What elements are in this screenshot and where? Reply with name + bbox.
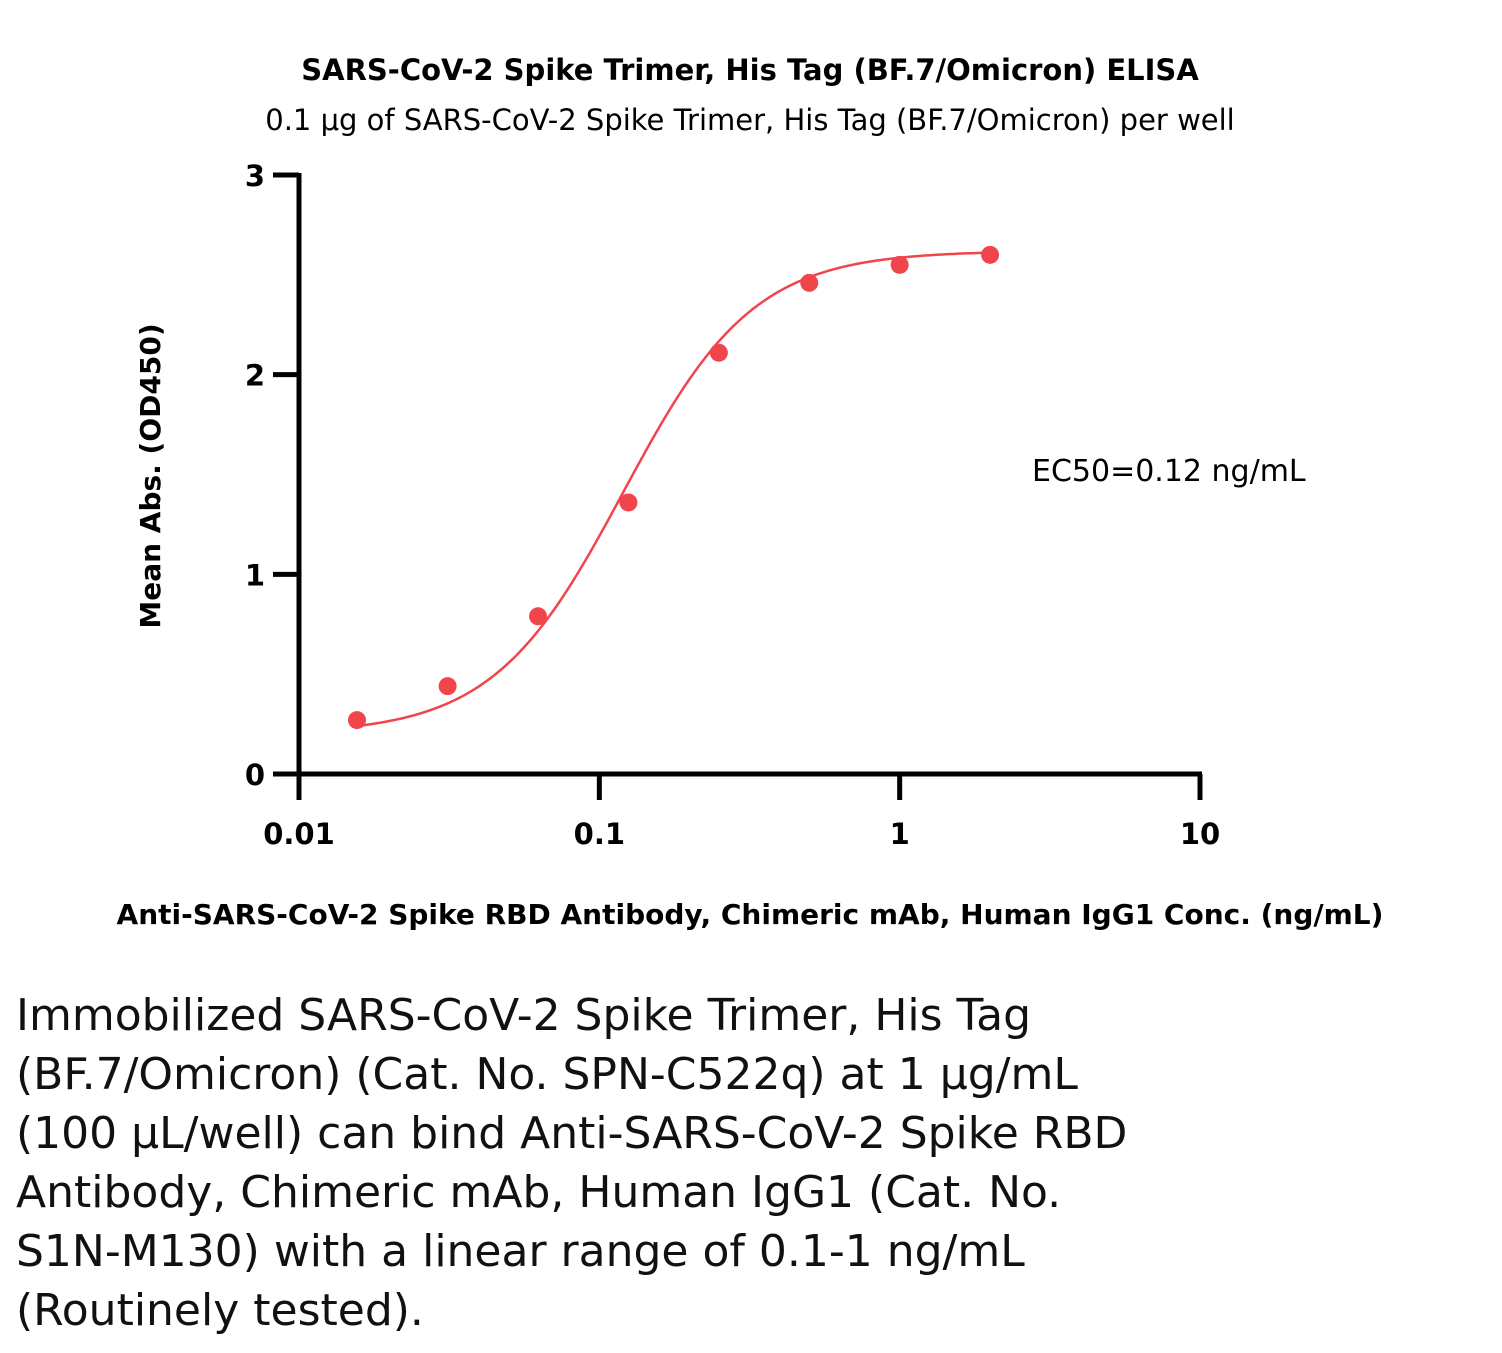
fit-curve [356, 251, 991, 728]
data-point [709, 343, 728, 362]
chart-title: SARS-CoV-2 Spike Trimer, His Tag (BF.7/O… [301, 53, 1199, 87]
axes [296, 173, 1202, 777]
y-axis-label: Mean Abs. (OD450) [134, 323, 167, 628]
data-point [619, 493, 638, 512]
data-point [800, 273, 819, 292]
chart: SARS-CoV-2 Spike Trimer, His Tag (BF.7/O… [117, 53, 1384, 931]
ec50-annotation: EC50=0.12 ng/mL [1032, 454, 1306, 489]
y-tick-label: 2 [245, 359, 265, 393]
x-tick-label: 10 [1180, 817, 1220, 851]
y-tick-label: 1 [245, 558, 265, 592]
x-tick-label: 0.1 [574, 817, 625, 851]
y-tick-label: 0 [245, 758, 265, 792]
data-point [890, 255, 909, 274]
data-point [981, 245, 1000, 264]
chart-subtitle: 0.1 μg of SARS-CoV-2 Spike Trimer, His T… [265, 103, 1235, 137]
data-point [348, 711, 367, 730]
figure-caption: Immobilized SARS-CoV-2 Spike Trimer, His… [16, 990, 1128, 1336]
x-tick-label: 0.01 [263, 817, 335, 851]
ticks: 0 1 2 3 0.01 0.1 1 10 [245, 159, 1220, 851]
y-tick-label: 3 [245, 159, 265, 193]
data-point [529, 607, 548, 626]
data-points [348, 245, 1000, 730]
x-tick-label: 1 [890, 817, 910, 851]
x-axis-label: Anti-SARS-CoV-2 Spike RBD Antibody, Chim… [117, 898, 1384, 931]
data-point [438, 677, 457, 696]
